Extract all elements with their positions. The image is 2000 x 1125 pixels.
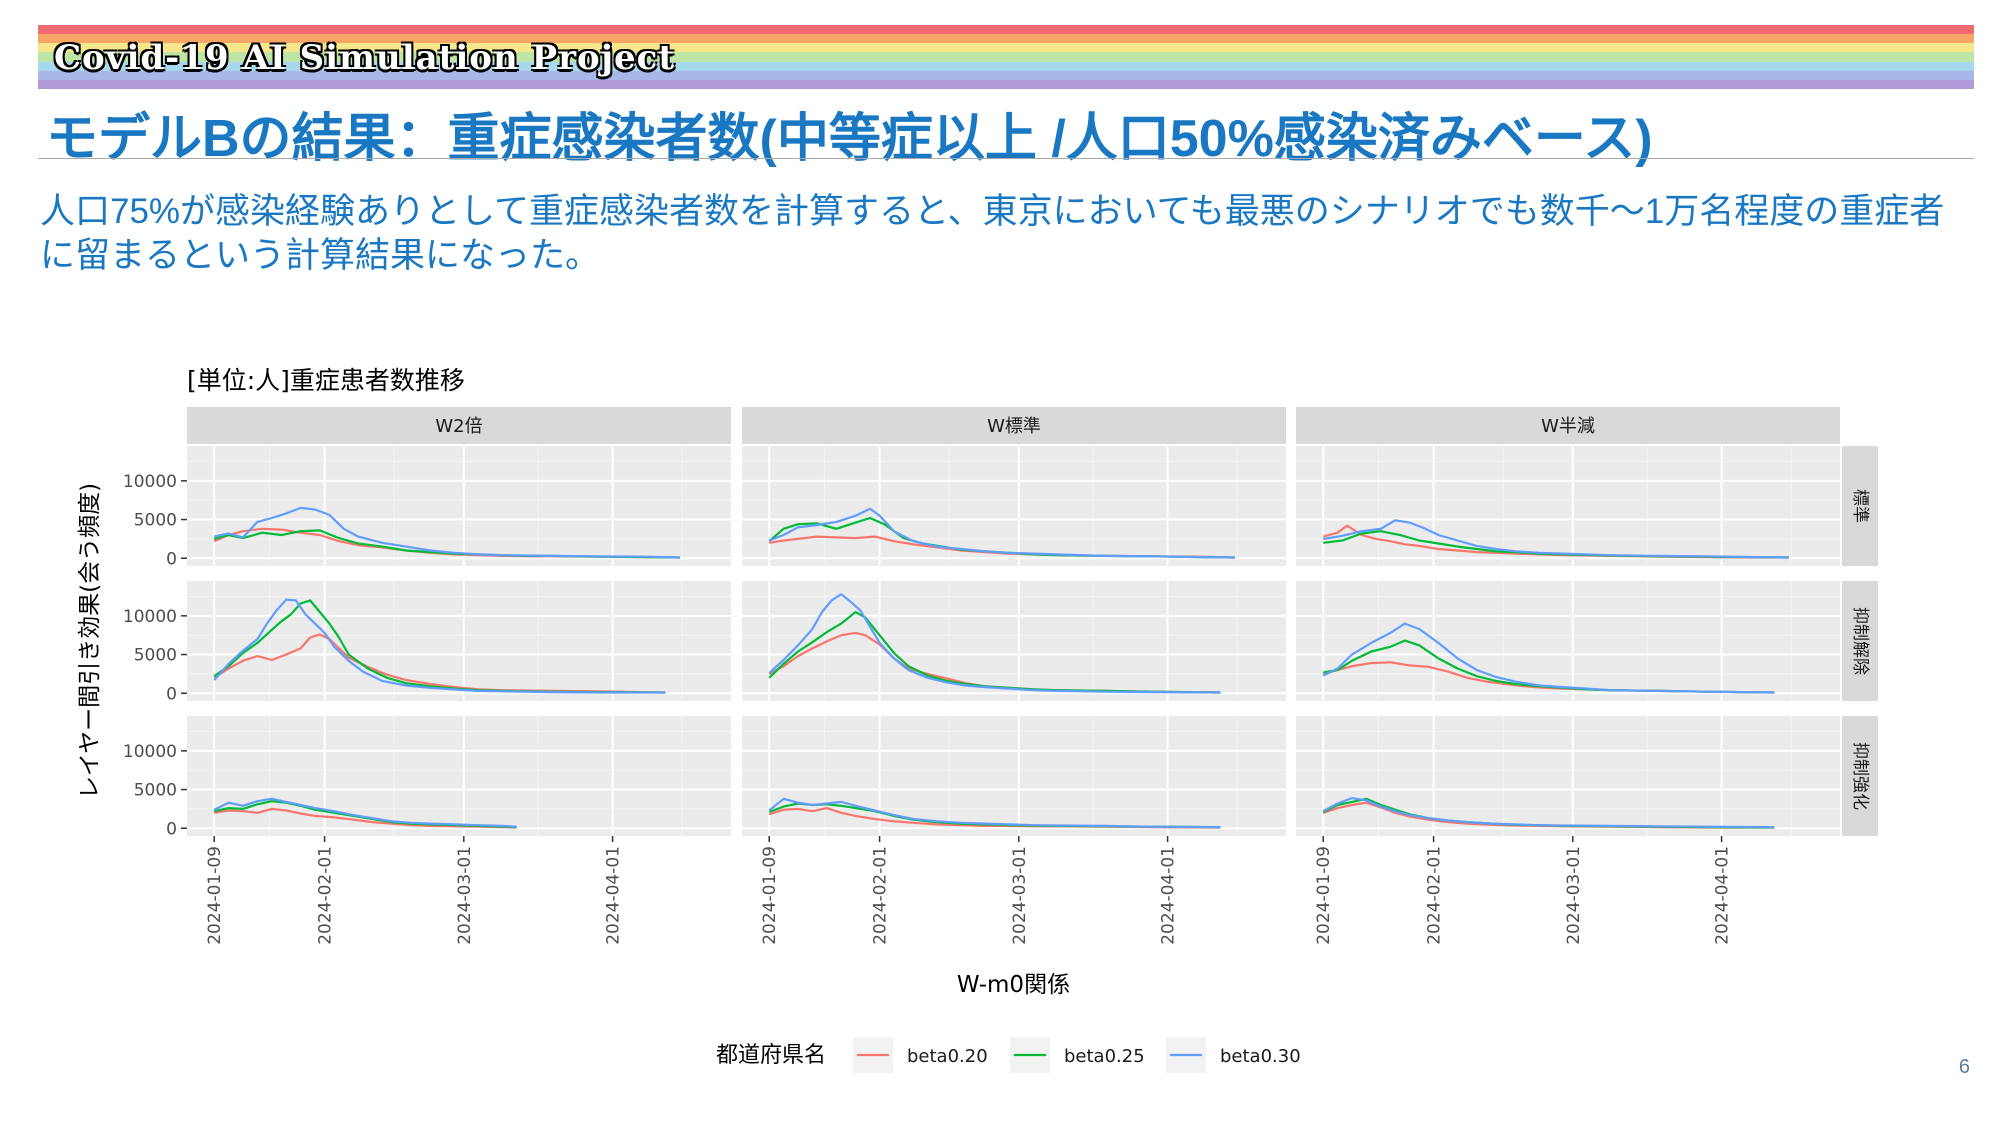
legend-label: beta0.30 <box>1220 1046 1301 1067</box>
series-line-beta0-30 <box>1323 519 1789 559</box>
col-strip-label: W標準 <box>987 416 1041 437</box>
slide-title: モデルBの結果：重症感染者数(中等症以上 /人口50%感染済みベース) <box>46 110 1653 168</box>
panel-background <box>1296 446 1840 566</box>
x-tick-label: 2024-03-01 <box>1010 846 1030 945</box>
y-tick-label: 10000 <box>123 607 177 627</box>
y-tick-label: 5000 <box>134 511 177 531</box>
col-strip-label: W2倍 <box>435 416 482 437</box>
rainbow-banner <box>38 25 1974 89</box>
x-tick-label: 2024-02-01 <box>316 846 336 945</box>
legend: 都道府県名 beta0.20 beta0.25 beta0.30 <box>716 1037 1301 1073</box>
facet-panel <box>187 446 731 566</box>
series-line-beta0-30 <box>213 797 517 828</box>
panel-background <box>187 716 731 836</box>
y-tick-label: 5000 <box>134 646 177 666</box>
col-strip: W半減 <box>1296 407 1840 444</box>
x-tick-label: 2024-01-09 <box>760 846 780 945</box>
series-line-beta0-30 <box>213 598 666 694</box>
col-strip-bg <box>742 407 1286 444</box>
col-strip-bg <box>187 407 731 444</box>
x-tick-label: 2024-03-01 <box>1564 846 1584 945</box>
y-tick-label: 5000 <box>134 781 177 801</box>
legend-title: 都道府県名 <box>716 1043 826 1068</box>
facet-panel <box>742 446 1286 566</box>
col-strip-label: W半減 <box>1541 416 1595 437</box>
panel-background <box>187 446 731 566</box>
chart-title: [単位:人]重症患者数推移 <box>187 366 465 395</box>
col-strip: W標準 <box>742 407 1286 444</box>
legend-label: beta0.20 <box>907 1046 988 1067</box>
banner-stripe <box>38 79 1974 89</box>
banner-stripe <box>38 25 1974 35</box>
x-tick-label: 2024-04-01 <box>1159 846 1179 945</box>
banner-stripe <box>38 61 1974 71</box>
x-tick-label: 2024-04-01 <box>1713 846 1733 945</box>
series-line-beta0-30 <box>768 593 1221 694</box>
row-strip-bg <box>1842 581 1878 701</box>
panel-background <box>742 446 1286 566</box>
panel-background <box>742 716 1286 836</box>
banner-stripe <box>38 34 1974 44</box>
row-strip: 抑制強化 <box>1842 716 1878 836</box>
row-strip: 抑制解除 <box>1842 581 1878 701</box>
x-tick-label: 2024-02-01 <box>871 846 891 945</box>
series-line-beta0-30 <box>1322 622 1775 694</box>
panel-background <box>1296 716 1840 836</box>
panel-background <box>1296 581 1840 701</box>
facet-panel <box>1296 581 1840 701</box>
x-tick-label: 2024-03-01 <box>455 846 475 945</box>
series-line-beta0-30 <box>213 506 680 559</box>
x-tick-label: 2024-01-09 <box>1314 846 1334 945</box>
y-tick-label: 0 <box>166 819 177 839</box>
row-strip: 標準 <box>1842 446 1878 566</box>
series-line-beta0-30 <box>768 797 1221 829</box>
facet-panel <box>742 716 1286 836</box>
legend-label: beta0.25 <box>1064 1046 1145 1067</box>
x-tick-label: 2024-01-09 <box>205 846 225 945</box>
banner-stripe <box>38 43 1974 53</box>
facet-panel <box>187 581 731 701</box>
faceted-line-chart: [単位:人]重症患者数推移 W2倍 W標準 W半減標準抑制解除抑制強化 0 5000 100… <box>0 350 2000 1100</box>
facet-panel <box>187 716 731 836</box>
panel-background <box>742 581 1286 701</box>
row-strip-label: 抑制解除 <box>1850 607 1870 675</box>
y-axis-title: レイヤー間引き効果(会う頻度) <box>77 483 103 799</box>
row-strip-label: 標準 <box>1850 489 1870 523</box>
series-line-beta0-30 <box>768 507 1235 559</box>
banner-stripe <box>38 52 1974 62</box>
x-tick-label: 2024-02-01 <box>1425 846 1445 945</box>
banner-stripe <box>38 70 1974 80</box>
series-line-beta0-30 <box>1322 796 1775 829</box>
y-tick-label: 10000 <box>123 742 177 762</box>
panel-background <box>187 581 731 701</box>
facet-panel <box>1296 716 1840 836</box>
col-strip-bg <box>1296 407 1840 444</box>
y-tick-label: 0 <box>166 684 177 704</box>
row-strip-bg <box>1842 716 1878 836</box>
x-axis-title: W-m0関係 <box>957 972 1070 998</box>
body-text: 人口75%が感染経験ありとして重症感染者数を計算すると、東京においても最悪のシナ… <box>40 192 1945 275</box>
banner-title: Covid-19 AI Simulation Project <box>54 38 676 78</box>
title-divider <box>38 158 1974 159</box>
row-strip-bg <box>1842 446 1878 566</box>
x-tick-label: 2024-04-01 <box>604 846 624 945</box>
page-number: 6 <box>1958 1056 1970 1078</box>
row-strip-label: 抑制強化 <box>1850 742 1870 810</box>
facet-panel <box>742 581 1286 701</box>
y-tick-label: 10000 <box>123 472 177 492</box>
facet-panel <box>1296 446 1840 566</box>
col-strip: W2倍 <box>187 407 731 444</box>
y-tick-label: 0 <box>166 549 177 569</box>
